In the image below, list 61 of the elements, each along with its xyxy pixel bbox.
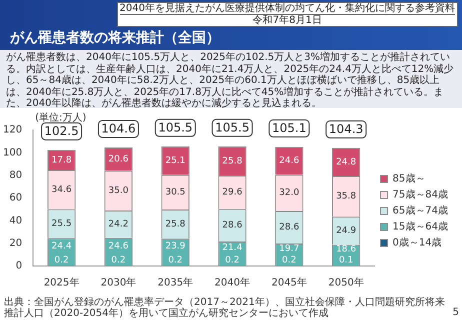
data-label: 0.2 bbox=[111, 255, 126, 266]
data-label: 23.9 bbox=[165, 242, 186, 252]
y-tick-label: 120 bbox=[2, 124, 22, 136]
data-label: 0.2 bbox=[225, 255, 240, 266]
text: 2040年を見据えたがん医療提供体制の均てん化・集約化に関する参考資料 bbox=[120, 3, 455, 15]
data-label: 24.9 bbox=[336, 226, 356, 236]
data-label: 25.8 bbox=[222, 156, 243, 166]
data-label: 35.0 bbox=[108, 186, 129, 196]
chart-title: がん罹患者数の将来推計（全国） bbox=[10, 29, 220, 47]
data-label: 19.7 bbox=[279, 244, 300, 254]
total-label: 104.3 bbox=[328, 122, 364, 136]
data-label: 30.5 bbox=[165, 188, 186, 198]
x-tick-label: 2025年 bbox=[44, 276, 80, 289]
data-label: 0.1 bbox=[338, 255, 354, 266]
data-label: 35.8 bbox=[336, 192, 356, 202]
data-label: 25.5 bbox=[52, 219, 72, 230]
legend-label: 65歳～74歳 bbox=[392, 204, 448, 217]
data-label: 25.1 bbox=[165, 156, 186, 166]
x-tick-label: 2035年 bbox=[158, 276, 194, 289]
data-label: 0.2 bbox=[168, 255, 183, 266]
y-tick-label: 0 bbox=[16, 260, 22, 272]
chart-subtitle: がん罹患者数は、2040年に105.5万人と、2025年の102.5万人と3%増加することが推計されている。内訳としては、生産年齢人口は、2040年に21.4万人と、2025年の24.4万人と比べて12%減少し、65～84歳は、2040年に58.2万人と、2025年の60.1万人とほぼ横ばいで推移し、85歳以上は、2040年に25.8万人と、2025年の17.8万人に比べて45%増加することが推計されている。また、2040年以降は、がん罹患者数は緩やかに減少すると見込まれる。 bbox=[0, 50, 462, 109]
data-label: 24.4 bbox=[52, 241, 72, 252]
y-tick-label: 60 bbox=[9, 192, 22, 204]
x-tick-label: 2045年 bbox=[271, 276, 307, 289]
total-label: 102.5 bbox=[44, 124, 79, 138]
data-label: 18.6 bbox=[336, 244, 356, 255]
data-label: 34.6 bbox=[52, 184, 72, 195]
legend-label: 0歳～14歳 bbox=[392, 236, 442, 249]
data-label: 0.2 bbox=[54, 255, 69, 266]
x-tick-label: 2050年 bbox=[328, 276, 364, 289]
data-label: 17.8 bbox=[52, 155, 72, 166]
source-note: 出典：全国がん登録のがん罹患率データ（2017～2021年）、国立社会保障・人口問題研究所将来推計人口（2020-2054年）を用いて国立がん研究センターにおいて作成 bbox=[4, 297, 446, 319]
data-label: 24.6 bbox=[279, 156, 300, 166]
data-label: 28.6 bbox=[279, 222, 300, 233]
data-label: 25.8 bbox=[165, 219, 186, 230]
text: 5 bbox=[452, 307, 459, 318]
y-tick-label: 80 bbox=[9, 170, 22, 181]
x-tick-label: 2040年 bbox=[214, 276, 250, 289]
total-label: 105.5 bbox=[215, 120, 250, 134]
legend-label: 75歳～84歳 bbox=[392, 188, 448, 201]
data-label: 29.6 bbox=[222, 188, 243, 198]
y-tick-label: 40 bbox=[9, 215, 22, 226]
total-label: 105.1 bbox=[272, 121, 306, 136]
legend-label: 15歳～64歳 bbox=[392, 220, 448, 233]
data-label: 24.6 bbox=[108, 241, 129, 252]
text: 令和7年8月1日 bbox=[252, 15, 323, 26]
x-tick-label: 2030年 bbox=[100, 276, 136, 289]
data-label: 20.6 bbox=[108, 154, 129, 164]
data-label: 0.2 bbox=[282, 255, 296, 266]
data-label: 24.8 bbox=[336, 157, 356, 168]
y-tick-label: 100 bbox=[2, 147, 22, 158]
data-label: 24.2 bbox=[108, 220, 128, 230]
data-label: 21.4 bbox=[222, 243, 243, 254]
data-label: 32.0 bbox=[279, 188, 300, 198]
total-label: 105.5 bbox=[158, 120, 193, 135]
y-tick-label: 20 bbox=[9, 238, 22, 249]
legend-label: 85歳～ bbox=[392, 172, 426, 185]
y-axis-title: (単位:万人) bbox=[35, 112, 86, 124]
total-label: 104.6 bbox=[101, 122, 136, 136]
data-label: 28.6 bbox=[222, 220, 243, 231]
